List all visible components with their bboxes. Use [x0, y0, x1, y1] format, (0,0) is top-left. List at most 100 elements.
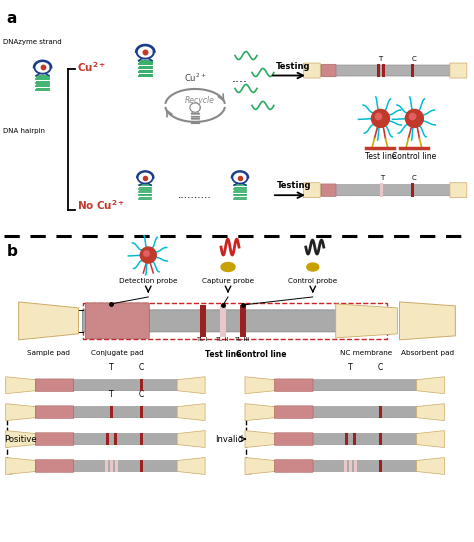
FancyBboxPatch shape — [321, 64, 336, 77]
Text: C: C — [378, 363, 383, 372]
Polygon shape — [400, 302, 456, 340]
Circle shape — [140, 247, 156, 263]
Text: TL-II: TL-II — [217, 337, 230, 342]
Text: T: T — [380, 175, 384, 181]
Bar — [240, 305, 246, 337]
Bar — [344, 460, 347, 472]
Polygon shape — [6, 377, 36, 393]
FancyBboxPatch shape — [85, 303, 149, 339]
FancyBboxPatch shape — [273, 434, 418, 444]
FancyBboxPatch shape — [33, 406, 179, 418]
Text: T: T — [109, 363, 114, 372]
Polygon shape — [245, 457, 275, 474]
FancyBboxPatch shape — [274, 379, 313, 391]
Text: T: T — [348, 363, 353, 372]
Polygon shape — [177, 377, 205, 393]
FancyBboxPatch shape — [35, 406, 74, 418]
Text: Detection probe: Detection probe — [119, 278, 177, 284]
Bar — [114, 433, 117, 445]
Bar — [379, 433, 382, 445]
FancyBboxPatch shape — [303, 183, 320, 198]
Text: Cu$^{2+}$: Cu$^{2+}$ — [184, 72, 206, 84]
FancyBboxPatch shape — [274, 406, 313, 418]
Polygon shape — [177, 404, 205, 421]
FancyBboxPatch shape — [35, 460, 74, 472]
FancyBboxPatch shape — [35, 379, 74, 391]
Polygon shape — [417, 377, 445, 393]
FancyBboxPatch shape — [307, 65, 463, 76]
Text: Test line: Test line — [205, 350, 241, 359]
FancyBboxPatch shape — [274, 460, 313, 472]
Polygon shape — [245, 430, 275, 448]
Bar — [140, 406, 143, 418]
Ellipse shape — [221, 262, 235, 272]
Polygon shape — [417, 457, 445, 474]
Polygon shape — [6, 457, 36, 474]
Text: Testing: Testing — [276, 61, 310, 70]
Text: b: b — [7, 244, 18, 259]
Text: Test line: Test line — [365, 152, 396, 162]
Text: ....: .... — [232, 72, 248, 85]
Circle shape — [372, 109, 390, 127]
FancyBboxPatch shape — [33, 434, 179, 444]
Bar — [220, 305, 226, 337]
FancyBboxPatch shape — [82, 310, 383, 332]
Text: TL-III: TL-III — [236, 337, 251, 342]
Bar — [354, 460, 357, 472]
Polygon shape — [417, 430, 445, 448]
FancyBboxPatch shape — [274, 433, 313, 446]
Text: C: C — [139, 390, 144, 399]
FancyBboxPatch shape — [35, 433, 74, 446]
FancyBboxPatch shape — [273, 380, 418, 391]
Bar — [353, 433, 356, 445]
Text: Control line: Control line — [392, 152, 437, 162]
Polygon shape — [245, 404, 275, 421]
Bar — [345, 433, 348, 445]
Bar — [106, 433, 109, 445]
Text: Sample pad: Sample pad — [27, 350, 70, 356]
FancyBboxPatch shape — [33, 461, 179, 472]
Text: Conjugate pad: Conjugate pad — [91, 350, 144, 356]
Text: $\mathbf{No\ Cu^{2+}}$: $\mathbf{No\ Cu^{2+}}$ — [77, 198, 126, 212]
Text: T: T — [109, 390, 114, 399]
Bar — [379, 460, 382, 472]
Bar — [381, 183, 383, 197]
FancyBboxPatch shape — [33, 380, 179, 391]
Text: $\mathbf{Cu^{2+}}$: $\mathbf{Cu^{2+}}$ — [77, 61, 106, 74]
Bar — [105, 460, 108, 472]
Bar — [140, 379, 143, 391]
Bar — [140, 460, 143, 472]
Bar — [115, 460, 118, 472]
Text: NC membrane: NC membrane — [340, 350, 393, 356]
Text: Recycle: Recycle — [185, 96, 215, 105]
Text: a: a — [7, 11, 17, 25]
Bar — [349, 460, 352, 472]
Bar — [140, 433, 143, 445]
Text: C: C — [139, 363, 144, 372]
Text: ..........: .......... — [178, 190, 212, 200]
Text: DNAzyme strand: DNAzyme strand — [3, 38, 61, 44]
Ellipse shape — [307, 263, 319, 271]
Polygon shape — [177, 457, 205, 474]
Bar — [110, 460, 113, 472]
FancyBboxPatch shape — [307, 185, 463, 196]
Bar — [379, 406, 382, 418]
FancyBboxPatch shape — [450, 63, 467, 78]
Polygon shape — [245, 377, 275, 393]
FancyBboxPatch shape — [303, 63, 320, 78]
Text: Capture probe: Capture probe — [202, 278, 254, 284]
Polygon shape — [18, 302, 79, 340]
Text: C: C — [412, 55, 417, 62]
Text: Testing: Testing — [277, 181, 311, 190]
Bar — [411, 63, 414, 78]
Polygon shape — [177, 430, 205, 448]
Text: TL-I: TL-I — [197, 337, 209, 342]
Text: Control probe: Control probe — [288, 278, 337, 284]
Text: Negative: Negative — [4, 380, 42, 389]
Polygon shape — [6, 430, 36, 448]
Polygon shape — [6, 404, 36, 421]
Text: T: T — [378, 55, 383, 62]
Polygon shape — [417, 404, 445, 421]
Bar — [200, 305, 206, 337]
Circle shape — [405, 109, 423, 127]
